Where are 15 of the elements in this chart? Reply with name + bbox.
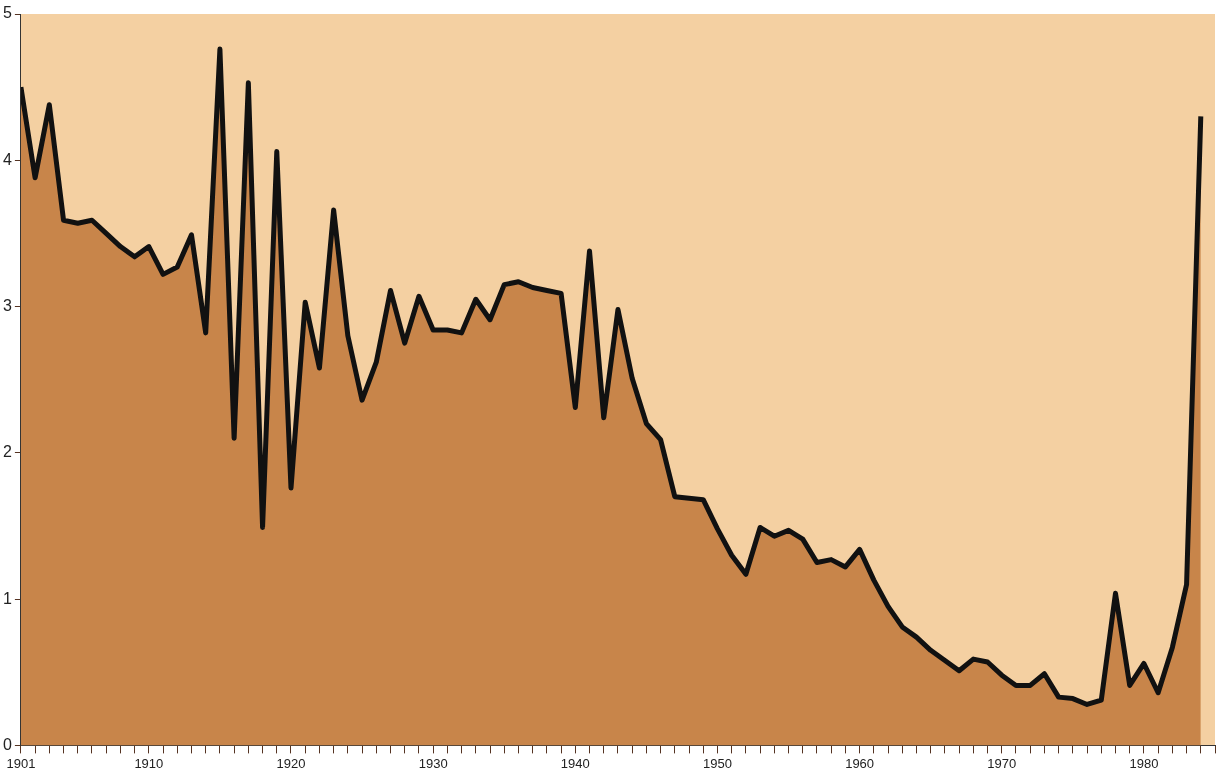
y-tick-label: 0 bbox=[2, 735, 12, 753]
x-tick-label: 1901 bbox=[6, 755, 36, 771]
x-tick-label: 1930 bbox=[418, 755, 448, 771]
y-tick-label: 1 bbox=[2, 589, 12, 607]
y-tick-label: 5 bbox=[2, 4, 12, 22]
y-tick-label: 2 bbox=[2, 443, 12, 461]
x-tick-label: 1950 bbox=[703, 755, 732, 771]
x-tick-label: 1970 bbox=[987, 755, 1017, 771]
x-tick-label: 1940 bbox=[560, 755, 590, 771]
x-tick-label: 1980 bbox=[1129, 755, 1159, 771]
x-tick-label: 1910 bbox=[134, 755, 164, 771]
x-tick-label: 1920 bbox=[276, 755, 306, 771]
y-tick-label: 4 bbox=[2, 150, 12, 168]
x-tick-label: 1960 bbox=[845, 755, 875, 771]
y-tick-label: 3 bbox=[2, 296, 12, 314]
